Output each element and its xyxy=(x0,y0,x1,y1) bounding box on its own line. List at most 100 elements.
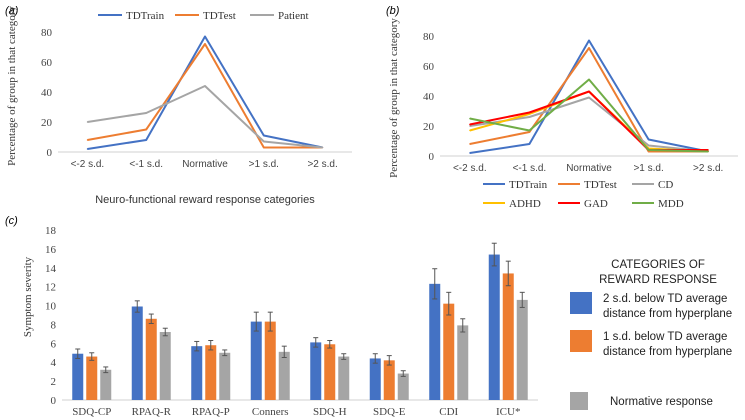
b-point-mdd xyxy=(588,78,590,81)
a-y-tick-label: 40 xyxy=(41,87,53,99)
c-legend-label: Normative response xyxy=(610,396,713,408)
c-y-tick-label: 0 xyxy=(51,395,57,407)
c-x-tick-label: CDI xyxy=(439,406,458,418)
a-y-tick-label: 20 xyxy=(41,117,53,129)
panel-c-legend: CATEGORIES OF REWARD RESPONSE 2 s.d. below… xyxy=(570,259,732,410)
b-point-mdd xyxy=(528,129,531,132)
panel-b-label: (b) xyxy=(386,5,400,17)
c-legend-swatch xyxy=(570,292,592,314)
panel-a-legend: TDTrain TDTest Patient xyxy=(98,10,309,22)
b-y-tick-label: 40 xyxy=(423,91,435,103)
c-y-tick-label: 10 xyxy=(45,301,57,313)
b-point-gad xyxy=(588,90,590,93)
c-x-tick-label: SDQ-CP xyxy=(72,406,111,418)
c-bar xyxy=(131,306,143,400)
a-y-tick-label: 0 xyxy=(47,147,53,159)
c-bar xyxy=(383,360,395,400)
a-point-tdtrain xyxy=(263,134,265,137)
b-point-tdtest xyxy=(469,143,471,145)
a-series-line-tdtrain xyxy=(87,35,323,150)
c-bar xyxy=(429,283,441,400)
c-y-tick-label: 2 xyxy=(51,376,57,388)
b-point-cd xyxy=(528,116,531,118)
panel-a: (a) Percentage of group in that category… xyxy=(5,5,352,206)
c-y-tick-label: 8 xyxy=(51,319,57,331)
b-point-tdtrain xyxy=(648,138,650,141)
a-point-patient xyxy=(263,140,265,143)
b-point-mdd xyxy=(707,150,709,153)
legend-label-cd: CD xyxy=(658,179,673,191)
c-x-tick-label: RPAQ-R xyxy=(132,406,172,418)
panel-b-lines xyxy=(469,39,709,154)
c-bar xyxy=(397,373,409,400)
a-point-patient xyxy=(145,112,147,114)
c-bar xyxy=(145,318,157,400)
c-bar xyxy=(324,344,336,400)
panel-b: (b) Percentage of group in that category… xyxy=(386,5,738,210)
a-point-tdtrain xyxy=(145,139,147,141)
c-y-tick-label: 18 xyxy=(45,225,57,237)
legend-label-tdtrain: TDTrain xyxy=(126,10,165,22)
c-bar xyxy=(86,356,98,400)
panel-c-bars xyxy=(72,242,528,400)
b-x-tick-label: >2 s.d. xyxy=(693,163,723,174)
c-x-tick-label: ICU* xyxy=(496,406,520,418)
c-bar xyxy=(191,346,203,400)
c-x-tick-label: Conners xyxy=(252,406,289,418)
b-point-gad xyxy=(469,123,471,126)
c-x-tick-label: SDQ-E xyxy=(373,406,406,418)
c-y-tick-label: 12 xyxy=(45,282,56,294)
legend-label-mdd: MDD xyxy=(658,198,684,210)
a-x-tick-label: <-2 s.d. xyxy=(71,159,105,170)
b-point-tdtest xyxy=(528,131,531,133)
a-point-patient xyxy=(322,146,324,149)
panel-a-lines xyxy=(86,35,324,150)
c-bar xyxy=(72,353,84,400)
c-legend-label-line-2: distance from hyperplane xyxy=(603,308,732,320)
b-point-mdd xyxy=(648,149,650,151)
c-x-tick-label: RPAQ-P xyxy=(192,406,230,418)
legend-label-tdtest: TDTest xyxy=(584,179,617,191)
c-bar xyxy=(443,303,455,400)
panel-c: (c) Symptom severity 0 2 4 6 8 10 12 14 16 18 SDQ-… xyxy=(5,215,732,418)
legend-label-adhd: ADHD xyxy=(509,198,541,210)
c-bar xyxy=(488,254,500,400)
a-point-tdtest xyxy=(145,128,147,131)
c-legend-label-line-1: 2 s.d. below TD average xyxy=(603,293,727,305)
a-point-patient xyxy=(204,85,206,87)
b-y-tick-label: 60 xyxy=(423,61,435,73)
panel-b-ylabel: Percentage of group in that category xyxy=(388,18,400,178)
a-point-tdtest xyxy=(263,146,265,149)
c-legend-label-line-2: distance from hyperplane xyxy=(603,346,732,358)
a-point-patient xyxy=(86,121,88,123)
b-x-tick-label: Normative xyxy=(566,163,612,174)
panel-a-ylabel: Percentage of group in that category xyxy=(6,6,18,166)
c-bar xyxy=(457,325,469,400)
a-x-tick-label: Normative xyxy=(182,159,228,170)
c-bar xyxy=(502,273,514,400)
c-legend-swatch xyxy=(570,392,588,410)
c-legend-title-line-2: REWARD RESPONSE xyxy=(599,274,717,286)
c-legend-title-line-1: CATEGORIES OF xyxy=(611,259,705,271)
b-x-tick-label: <-1 s.d. xyxy=(513,163,547,174)
c-y-tick-label: 4 xyxy=(51,357,57,369)
c-legend-swatch xyxy=(570,330,592,352)
c-bar xyxy=(219,352,231,400)
b-point-tdtest xyxy=(648,150,650,153)
c-bar xyxy=(310,342,322,400)
a-point-tdtest xyxy=(204,43,206,45)
legend-label-tdtest: TDTest xyxy=(203,10,236,22)
panel-b-legend: TDTrain TDTest CD ADHD GAD MDD xyxy=(483,179,684,210)
a-point-tdtrain xyxy=(204,35,206,38)
c-legend-label-line-1: 1 s.d. below TD average xyxy=(603,331,727,343)
b-point-cd xyxy=(469,125,471,127)
a-y-tick-label: 80 xyxy=(41,27,53,39)
c-x-tick-label: SDQ-H xyxy=(313,406,347,418)
b-y-tick-label: 20 xyxy=(423,121,435,133)
a-series-line-tdtest xyxy=(87,43,323,149)
b-point-mdd xyxy=(469,117,471,120)
b-point-cd xyxy=(648,144,650,147)
c-bar xyxy=(338,356,350,400)
a-point-tdtest xyxy=(86,139,88,141)
